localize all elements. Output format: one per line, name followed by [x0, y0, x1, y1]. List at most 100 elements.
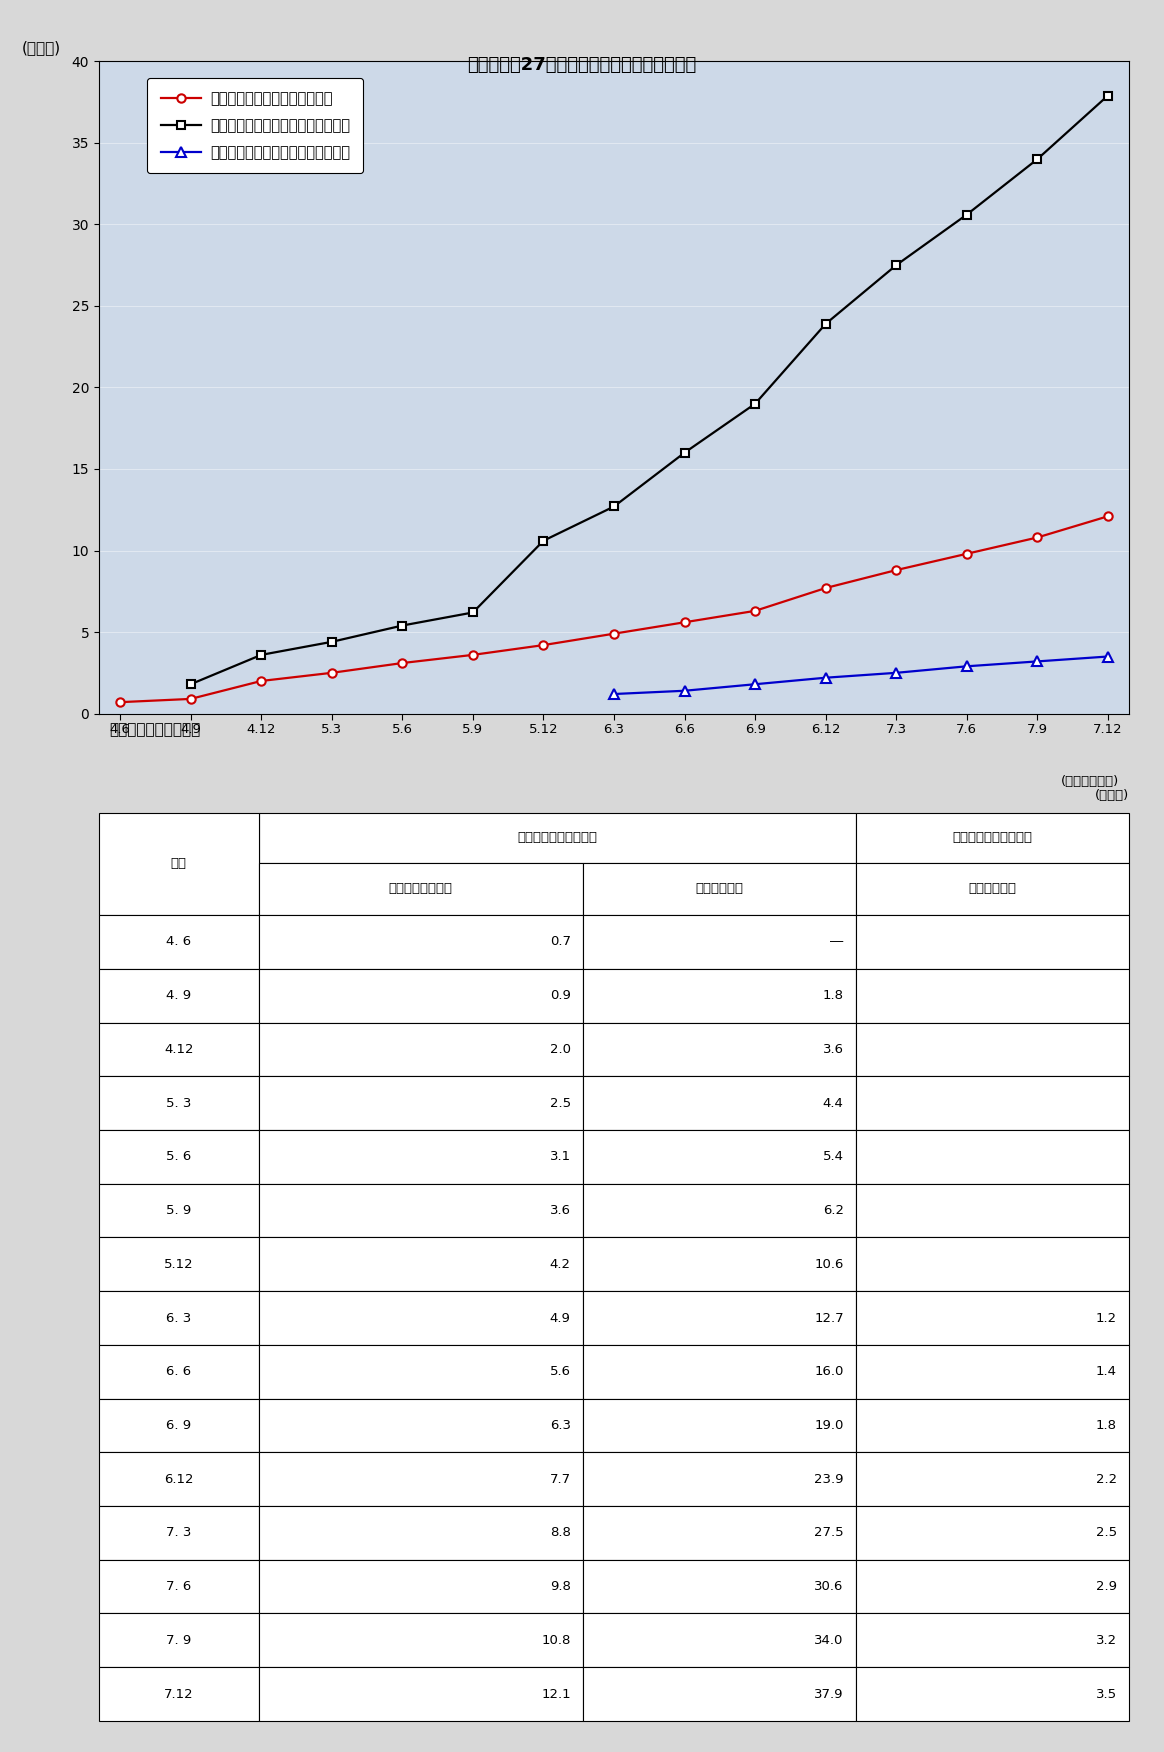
Bar: [99, 1237, 258, 1291]
Text: 6.2: 6.2: [823, 1204, 844, 1218]
ＣＳテレビジョン放送加入者数: [396, 652, 410, 673]
Bar: [583, 1668, 856, 1720]
Text: 第１－１－27図　ＣＳ放送受信契約数の推移: 第１－１－27図 ＣＳ放送受信契約数の推移: [468, 56, 696, 74]
Text: (万契約): (万契約): [22, 40, 61, 54]
ＣＳテレビジョン放送受信総契約数: [960, 203, 974, 224]
Bar: [258, 969, 583, 1023]
Text: 郵政省資料により作成: 郵政省資料により作成: [109, 722, 200, 738]
ＣＳテレビジョン放送受信総契約数: [184, 675, 198, 696]
ＣＳテレビジョン放送受信総契約数: [1101, 86, 1115, 107]
Bar: [99, 1452, 258, 1507]
Bar: [258, 1023, 583, 1076]
ＣＳ－ＰＣＭ音声放送受信総契約数: [1101, 646, 1115, 668]
Bar: [583, 1507, 856, 1559]
Bar: [856, 1184, 1129, 1237]
ＣＳテレビジョン放送加入者数: [1030, 527, 1044, 548]
Text: 7. 9: 7. 9: [166, 1635, 191, 1647]
Bar: [258, 1668, 583, 1720]
ＣＳテレビジョン放送受信総契約数: [608, 496, 622, 517]
Bar: [99, 1398, 258, 1452]
Bar: [856, 1507, 1129, 1559]
Bar: [856, 1291, 1129, 1346]
ＣＳテレビジョン放送加入者数: [677, 611, 691, 632]
ＣＳ－ＰＣＭ音声放送受信総契約数: [677, 680, 691, 701]
Text: 受信総契約数: 受信総契約数: [968, 883, 1016, 895]
Bar: [583, 1291, 856, 1346]
Text: 3.6: 3.6: [823, 1042, 844, 1056]
Text: 34.0: 34.0: [815, 1635, 844, 1647]
Text: 0.7: 0.7: [549, 936, 570, 948]
Bar: [258, 813, 856, 862]
Bar: [583, 915, 856, 969]
Bar: [99, 1184, 258, 1237]
Text: ―: ―: [830, 936, 844, 948]
Bar: [258, 1076, 583, 1130]
ＣＳテレビジョン放送加入者数: [608, 624, 622, 645]
Bar: [258, 915, 583, 969]
Text: 4.2: 4.2: [549, 1258, 570, 1270]
Bar: [583, 1023, 856, 1076]
Bar: [856, 1452, 1129, 1507]
Line: ＣＳテレビジョン放送受信総契約数: ＣＳテレビジョン放送受信総契約数: [186, 91, 1112, 689]
Bar: [856, 1237, 1129, 1291]
Bar: [99, 1614, 258, 1668]
Bar: [856, 862, 1129, 915]
Text: 1.4: 1.4: [1095, 1365, 1116, 1379]
Text: (年月末): (年月末): [1095, 788, 1129, 802]
Bar: [99, 1346, 258, 1398]
Line: ＣＳ－ＰＣＭ音声放送受信総契約数: ＣＳ－ＰＣＭ音声放送受信総契約数: [609, 652, 1113, 699]
Bar: [99, 1507, 258, 1559]
ＣＳテレビジョン放送受信総契約数: [889, 254, 903, 275]
Text: 12.7: 12.7: [814, 1312, 844, 1325]
Text: 7. 6: 7. 6: [166, 1580, 191, 1593]
Text: 8.8: 8.8: [549, 1526, 570, 1540]
Text: 37.9: 37.9: [815, 1687, 844, 1701]
ＣＳ－ＰＣＭ音声放送受信総契約数: [608, 683, 622, 704]
Bar: [99, 1291, 258, 1346]
Text: ＣＳテレビジョン放送: ＣＳテレビジョン放送: [517, 830, 597, 844]
Text: 1.8: 1.8: [1095, 1419, 1116, 1431]
Text: 3.1: 3.1: [549, 1151, 570, 1163]
Bar: [856, 1398, 1129, 1452]
Bar: [856, 1130, 1129, 1184]
Line: ＣＳテレビジョン放送加入者数: ＣＳテレビジョン放送加入者数: [116, 512, 1112, 706]
ＣＳテレビジョン放送受信総契約数: [677, 442, 691, 463]
Bar: [99, 915, 258, 969]
ＣＳ－ＰＣＭ音声放送受信総契約数: [889, 662, 903, 683]
Text: 6. 6: 6. 6: [166, 1365, 191, 1379]
ＣＳテレビジョン放送受信総契約数: [325, 631, 339, 652]
Text: 6. 9: 6. 9: [166, 1419, 191, 1431]
Text: 5. 9: 5. 9: [166, 1204, 191, 1218]
Bar: [258, 1559, 583, 1614]
ＣＳテレビジョン放送受信総契約数: [396, 615, 410, 636]
ＣＳテレビジョン放送加入者数: [466, 645, 480, 666]
Text: 5.6: 5.6: [549, 1365, 570, 1379]
Bar: [258, 1184, 583, 1237]
Bar: [583, 1346, 856, 1398]
Bar: [99, 1668, 258, 1720]
Text: ＣＳ－ＰＣＭ音声放送: ＣＳ－ＰＣＭ音声放送: [952, 830, 1032, 844]
Text: 6. 3: 6. 3: [166, 1312, 191, 1325]
Text: 4.9: 4.9: [549, 1312, 570, 1325]
Text: 加入者数（世帯）: 加入者数（世帯）: [389, 883, 453, 895]
Bar: [583, 1237, 856, 1291]
ＣＳテレビジョン放送受信総契約数: [537, 531, 551, 552]
Text: 30.6: 30.6: [815, 1580, 844, 1593]
Text: 4. 9: 4. 9: [166, 990, 191, 1002]
Bar: [583, 1452, 856, 1507]
Text: 5. 6: 5. 6: [166, 1151, 191, 1163]
Text: 10.8: 10.8: [541, 1635, 570, 1647]
Bar: [258, 1130, 583, 1184]
Text: 5.12: 5.12: [164, 1258, 193, 1270]
Text: 6.12: 6.12: [164, 1473, 193, 1486]
Text: 19.0: 19.0: [815, 1419, 844, 1431]
Text: (単位：万契約): (単位：万契約): [1060, 774, 1119, 788]
ＣＳテレビジョン放送加入者数: [184, 689, 198, 710]
ＣＳテレビジョン放送加入者数: [537, 634, 551, 655]
Bar: [258, 862, 583, 915]
ＣＳ－ＰＣＭ音声放送受信総契約数: [818, 668, 832, 689]
Bar: [856, 1346, 1129, 1398]
Text: 4.12: 4.12: [164, 1042, 193, 1056]
Bar: [258, 1346, 583, 1398]
ＣＳテレビジョン放送加入者数: [254, 671, 268, 692]
